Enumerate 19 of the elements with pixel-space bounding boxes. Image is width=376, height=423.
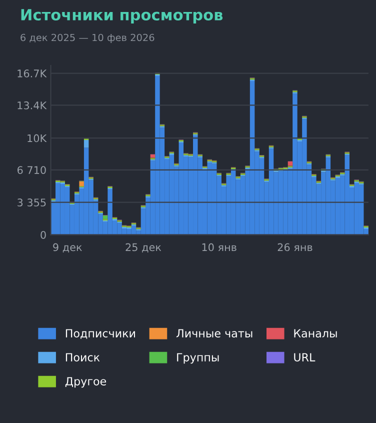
x-tick-label: 9 дек xyxy=(53,243,82,252)
x-tick-label: 26 янв xyxy=(278,243,312,252)
y-tick-label: 10K xyxy=(28,134,47,142)
y-tick-label: 6 710 xyxy=(18,166,46,174)
legend-label: URL xyxy=(294,353,316,362)
x-tick-label: 10 янв xyxy=(202,243,236,252)
y-tick-label: 3 355 xyxy=(18,198,46,206)
legend-label: Группы xyxy=(177,353,219,364)
chart-title: Источники просмотров xyxy=(21,9,223,24)
legend-label: Каналы xyxy=(294,329,337,338)
legend-label: Подписчики xyxy=(66,329,135,339)
legend-label: Другое xyxy=(65,377,106,388)
legend-label: Личные чаты xyxy=(176,329,252,338)
y-tick-label: 13.4K xyxy=(18,101,47,110)
x-tick-label: 25 дек xyxy=(126,243,162,252)
y-tick-label: 0 xyxy=(40,230,46,239)
chart-subtitle: 6 дек 2025 — 10 фев 2026 xyxy=(20,34,154,44)
legend-label: Поиск xyxy=(66,353,100,362)
y-tick-label: 16.7K xyxy=(18,70,47,78)
